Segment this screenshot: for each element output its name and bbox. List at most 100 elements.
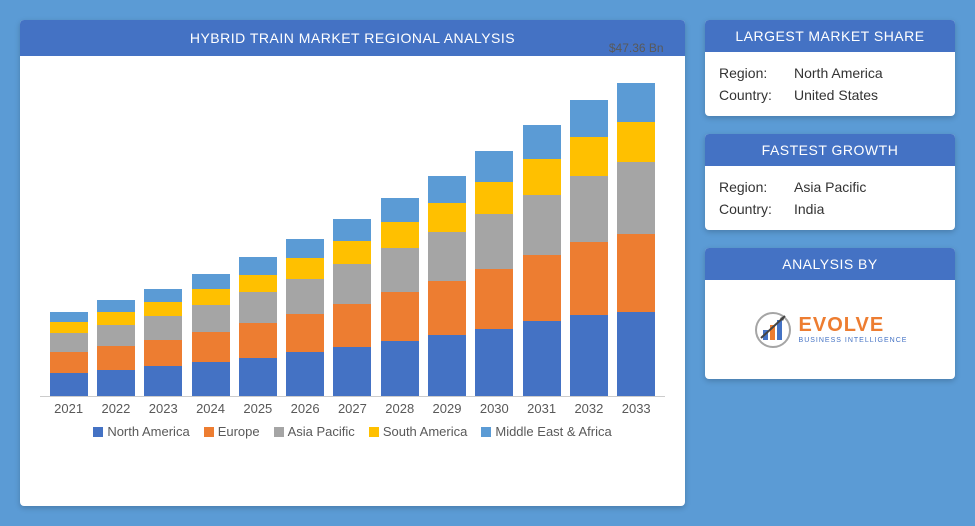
country-label: Country: — [719, 201, 794, 217]
bar-segment — [381, 292, 419, 341]
info-row: Region: Asia Pacific — [719, 176, 941, 198]
bar-stack — [50, 312, 88, 396]
bar-segment — [333, 304, 371, 348]
country-label: Country: — [719, 87, 794, 103]
bar-segment — [475, 214, 513, 269]
bar-segment — [239, 292, 277, 323]
bar-segment — [144, 366, 182, 396]
bar-segment — [617, 83, 655, 122]
bar-segment — [523, 159, 561, 195]
bar-group — [333, 66, 371, 396]
x-axis-label: 2028 — [381, 401, 419, 416]
x-axis-label: 2023 — [144, 401, 182, 416]
bar-stack — [381, 198, 419, 396]
x-axis-label: 2033 — [617, 401, 655, 416]
side-panels: LARGEST MARKET SHARE Region: North Ameri… — [705, 20, 955, 506]
bar-segment — [333, 219, 371, 241]
bar-segment — [523, 125, 561, 159]
bar-stack — [523, 125, 561, 396]
logo-sub-text: BUSINESS INTELLIGENCE — [799, 337, 908, 344]
bar-segment — [523, 321, 561, 396]
info-row: Region: North America — [719, 62, 941, 84]
bar-segment — [286, 314, 324, 353]
bar-group: $47.36 Bn27%23% — [617, 66, 655, 396]
chart-panel: HYBRID TRAIN MARKET REGIONAL ANALYSIS $1… — [20, 20, 685, 506]
bar-top-annotation: $47.36 Bn — [609, 41, 664, 62]
bar-segment — [523, 255, 561, 321]
legend-label: Europe — [218, 424, 260, 439]
bar-stack — [333, 219, 371, 396]
legend-label: North America — [107, 424, 189, 439]
logo-body: EVOLVE BUSINESS INTELLIGENCE — [705, 280, 955, 379]
bar-stack — [428, 176, 466, 396]
bar-segment — [144, 289, 182, 302]
bar-group — [381, 66, 419, 396]
bar-group — [239, 66, 277, 396]
bar-segment — [381, 341, 419, 396]
bar-group — [50, 66, 88, 396]
page-container: HYBRID TRAIN MARKET REGIONAL ANALYSIS $1… — [0, 0, 975, 526]
legend-swatch — [481, 427, 491, 437]
bar-segment — [617, 312, 655, 396]
bar-segment — [333, 264, 371, 304]
bar-segment — [286, 239, 324, 258]
bar-segment — [570, 100, 608, 137]
bar-stack — [239, 257, 277, 396]
bar-segment — [428, 281, 466, 335]
bar-segment — [428, 232, 466, 281]
bar-segment — [192, 305, 230, 332]
bar-segment — [333, 241, 371, 264]
x-axis-label: 2024 — [192, 401, 230, 416]
bar-stack — [617, 83, 655, 396]
region-label: Region: — [719, 179, 794, 195]
info-row: Country: India — [719, 198, 941, 220]
bar-segment — [50, 312, 88, 323]
bar-segment — [50, 352, 88, 373]
bar-segment — [333, 347, 371, 396]
bar-segment — [381, 198, 419, 222]
bar-group — [570, 66, 608, 396]
bar-segment — [381, 248, 419, 292]
bar-stack — [144, 289, 182, 396]
bar-group — [192, 66, 230, 396]
bar-segment — [144, 316, 182, 340]
legend-item: South America — [369, 424, 468, 439]
bar-segment — [192, 332, 230, 362]
x-axis-label: 2022 — [97, 401, 135, 416]
legend-swatch — [204, 427, 214, 437]
x-axis-label: 2021 — [50, 401, 88, 416]
x-axis-labels: 2021202220232024202520262027202820292030… — [40, 397, 665, 416]
largest-share-title: LARGEST MARKET SHARE — [705, 20, 955, 52]
largest-share-body: Region: North America Country: United St… — [705, 52, 955, 116]
x-axis-label: 2030 — [475, 401, 513, 416]
bar-stack — [475, 151, 513, 396]
bar-segment — [475, 151, 513, 181]
x-axis-label: 2029 — [428, 401, 466, 416]
bar-segment — [239, 257, 277, 274]
legend-swatch — [369, 427, 379, 437]
legend-swatch — [274, 427, 284, 437]
bar-segment — [570, 242, 608, 315]
bar-stack — [192, 274, 230, 396]
bar-stack — [286, 239, 324, 396]
analysis-by-card: ANALYSIS BY EVOLVE BUSINESS INTELLIGENCE — [705, 248, 955, 379]
legend-label: Asia Pacific — [288, 424, 355, 439]
bar-segment — [97, 325, 135, 346]
chart-legend: North America Europe Asia Pacific South Ame… — [40, 416, 665, 451]
legend-swatch — [93, 427, 103, 437]
legend-item: Europe — [204, 424, 260, 439]
region-value: Asia Pacific — [794, 179, 866, 195]
bar-group — [523, 66, 561, 396]
bar-segment — [50, 333, 88, 351]
bar-segment — [144, 302, 182, 316]
bar-segment — [570, 176, 608, 243]
bar-segment — [97, 346, 135, 370]
bar-segment — [428, 203, 466, 232]
x-axis-label: 2031 — [523, 401, 561, 416]
bar-segment — [523, 195, 561, 256]
bar-segment — [192, 289, 230, 305]
bar-segment — [192, 362, 230, 396]
bar-stack — [570, 100, 608, 396]
bar-segment — [475, 269, 513, 329]
bar-segment — [239, 275, 277, 293]
